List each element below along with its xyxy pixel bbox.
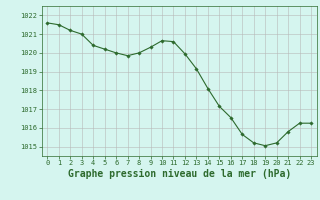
- X-axis label: Graphe pression niveau de la mer (hPa): Graphe pression niveau de la mer (hPa): [68, 169, 291, 179]
